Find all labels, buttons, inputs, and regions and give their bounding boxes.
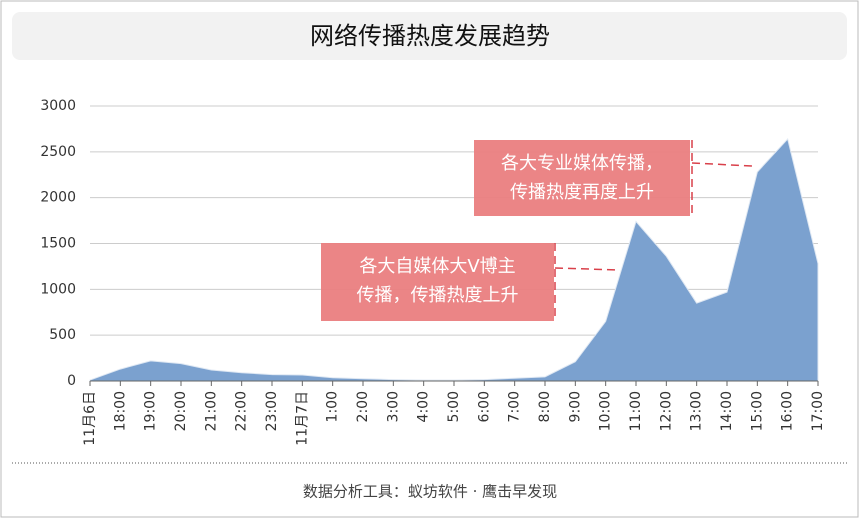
x-tick-label: 11月7日: [294, 391, 310, 446]
annotation-line: [554, 267, 621, 271]
annotation-text: 传播，传播热度上升: [357, 285, 519, 306]
x-tick-label: 10:00: [598, 391, 614, 431]
x-tick-label: 6:00: [476, 391, 492, 422]
area: [89, 137, 819, 382]
y-tick-label: 1500: [40, 236, 76, 252]
x-tick-label: 19:00: [143, 391, 159, 431]
x-tick-label: 7:00: [507, 391, 523, 422]
annotation-text: 各大自媒体大V博主: [359, 256, 515, 277]
x-tick-label: 18:00: [112, 391, 128, 431]
annotation-box: [474, 140, 690, 216]
x-tick-label: 5:00: [446, 391, 462, 422]
x-tick-label: 9:00: [567, 391, 583, 422]
x-tick-label: 11月6日: [82, 391, 98, 446]
y-tick-label: 0: [67, 373, 76, 389]
x-tick-label: 11:00: [628, 391, 644, 431]
y-tick-label: 1000: [40, 281, 76, 297]
footer: 数据分析工具：蚁坊软件 · 鹰击早发现: [303, 483, 557, 501]
y-tick-label: 3000: [40, 98, 76, 114]
y-tick-label: 500: [49, 327, 76, 343]
annotation-line: [691, 162, 753, 167]
title-box: [12, 12, 847, 60]
x-tick-label: 21:00: [203, 391, 219, 431]
x-tick-label: 23:00: [264, 391, 280, 431]
annotation-text: 各大专业媒体传播，: [501, 153, 663, 174]
x-tick-label: 17:00: [810, 391, 826, 431]
y-tick-label: 2000: [40, 190, 76, 206]
x-tick-label: 14:00: [719, 391, 735, 431]
x-tick-label: 22:00: [234, 391, 250, 431]
x-tick-label: 13:00: [689, 391, 705, 431]
x-tick-label: 1:00: [325, 391, 341, 422]
x-tick-label: 15:00: [749, 391, 765, 431]
x-tick-label: 16:00: [780, 391, 796, 431]
annotation-box: [321, 243, 554, 321]
annotation-text: 传播热度再度上升: [510, 182, 654, 203]
x-tick-label: 2:00: [355, 391, 371, 422]
x-tick-label: 12:00: [658, 391, 674, 431]
x-tick-label: 4:00: [416, 391, 432, 422]
chart-title: 网络传播热度发展趋势: [310, 22, 550, 50]
y-tick-label: 2500: [40, 144, 76, 160]
x-tick-label: 8:00: [537, 391, 553, 422]
x-tick-label: 3:00: [385, 391, 401, 422]
x-tick-label: 20:00: [173, 391, 189, 431]
